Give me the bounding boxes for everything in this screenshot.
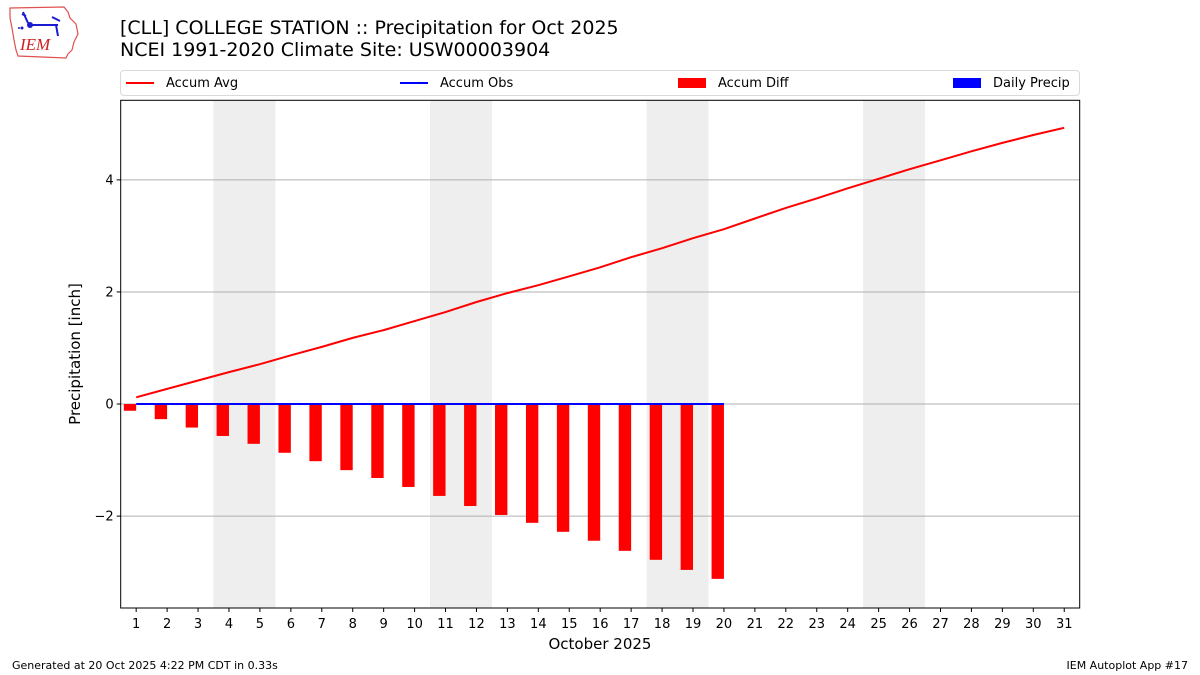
legend-item-accum-obs: Accum Obs bbox=[400, 71, 513, 95]
legend-item-daily-precip: Daily Precip bbox=[953, 71, 1070, 95]
legend-label-accum-avg: Accum Avg bbox=[166, 75, 239, 91]
x-tick-label: 2 bbox=[163, 617, 171, 632]
x-tick-label: 21 bbox=[747, 617, 764, 632]
generated-timestamp: Generated at 20 Oct 2025 4:22 PM CDT in … bbox=[12, 659, 278, 672]
accum-diff-bar bbox=[649, 404, 663, 560]
weather-station-icon bbox=[21, 11, 61, 37]
y-tick-label: 4 bbox=[105, 173, 113, 188]
x-tick-label: 4 bbox=[225, 617, 233, 632]
x-tick-label: 1 bbox=[132, 617, 140, 632]
x-tick-label: 28 bbox=[963, 617, 980, 632]
accum-diff-bar bbox=[495, 404, 508, 515]
x-tick-label: 16 bbox=[592, 617, 609, 632]
x-tick-label: 27 bbox=[932, 617, 949, 632]
x-tick-label: 23 bbox=[808, 617, 825, 632]
accum-diff-bar bbox=[216, 404, 229, 436]
legend: Accum Avg Accum Obs Accum Diff Daily Pre… bbox=[120, 70, 1080, 96]
x-tick-label: 9 bbox=[380, 617, 388, 632]
x-tick-label: 12 bbox=[468, 617, 485, 632]
legend-swatch-accum-avg bbox=[126, 82, 154, 84]
weekend-band bbox=[430, 100, 492, 609]
x-tick-label: 8 bbox=[349, 617, 357, 632]
y-tick-label: 0 bbox=[105, 398, 113, 413]
weekend-band bbox=[213, 100, 276, 609]
x-tick-label: 11 bbox=[437, 617, 454, 632]
y-tick-label: 2 bbox=[105, 285, 113, 300]
chart-subtitle: NCEI 1991-2020 Climate Site: USW00003904 bbox=[120, 39, 551, 61]
x-tick-label: 5 bbox=[256, 617, 264, 632]
accum-diff-bar bbox=[247, 404, 260, 444]
accum-diff-bar bbox=[309, 404, 322, 462]
accum-diff-bar bbox=[464, 404, 477, 507]
accum-diff-bar bbox=[433, 404, 446, 496]
y-axis-label: Precipitation [inch] bbox=[66, 283, 84, 425]
accum-diff-bar bbox=[402, 404, 415, 487]
x-tick-label: 15 bbox=[561, 617, 578, 632]
x-tick-label: 20 bbox=[716, 617, 733, 632]
plot-frame bbox=[120, 99, 1081, 609]
accum-diff-bar bbox=[154, 404, 168, 420]
x-axis-label: October 2025 bbox=[549, 635, 652, 653]
x-tick-label: 3 bbox=[194, 617, 202, 632]
x-tick-label: 26 bbox=[901, 617, 918, 632]
accum-diff-bar bbox=[556, 404, 570, 532]
x-tick-label: 6 bbox=[287, 617, 295, 632]
x-tick-label: 25 bbox=[870, 617, 887, 632]
y-tick-label: −2 bbox=[95, 510, 114, 525]
x-tick-label: 19 bbox=[685, 617, 702, 632]
x-tick-label: 29 bbox=[994, 617, 1011, 632]
x-tick-label: 24 bbox=[839, 617, 856, 632]
legend-label-accum-obs: Accum Obs bbox=[440, 75, 514, 91]
app-label: IEM Autoplot App #17 bbox=[1066, 659, 1189, 672]
x-tick-label: 30 bbox=[1025, 617, 1042, 632]
x-tick-label: 10 bbox=[406, 617, 423, 632]
accum-diff-bar bbox=[340, 404, 353, 471]
accum-diff-bar bbox=[278, 404, 291, 453]
x-tick-label: 7 bbox=[318, 617, 326, 632]
legend-swatch-daily-precip bbox=[953, 78, 981, 88]
accum-diff-bar bbox=[587, 404, 601, 541]
accum-diff-bar bbox=[680, 404, 694, 570]
x-tick-label: 13 bbox=[499, 617, 516, 632]
weekend-band bbox=[863, 100, 926, 609]
x-tick-label: 22 bbox=[778, 617, 795, 632]
accum-diff-bar bbox=[371, 404, 384, 478]
legend-label-accum-diff: Accum Diff bbox=[718, 75, 789, 91]
x-tick-label: 14 bbox=[530, 617, 547, 632]
legend-swatch-accum-diff bbox=[678, 78, 706, 88]
legend-item-accum-diff: Accum Diff bbox=[678, 71, 789, 95]
legend-item-accum-avg: Accum Avg bbox=[126, 71, 238, 95]
accum-diff-bar bbox=[525, 404, 539, 523]
accum-diff-bar bbox=[123, 404, 137, 411]
logo-text: IEM bbox=[19, 35, 51, 54]
x-tick-label: 31 bbox=[1056, 617, 1073, 632]
legend-label-daily-precip: Daily Precip bbox=[993, 75, 1070, 91]
x-tick-label: 18 bbox=[654, 617, 671, 632]
accum-diff-bar bbox=[618, 404, 632, 551]
accum-avg-line bbox=[135, 126, 1065, 399]
accum-diff-bar bbox=[185, 404, 199, 428]
x-tick-label: 17 bbox=[623, 617, 640, 632]
legend-swatch-accum-obs bbox=[400, 82, 428, 84]
iem-logo: IEM bbox=[9, 6, 79, 59]
chart-title: [CLL] COLLEGE STATION :: Precipitation f… bbox=[120, 17, 619, 39]
accum-diff-bar bbox=[711, 404, 724, 579]
